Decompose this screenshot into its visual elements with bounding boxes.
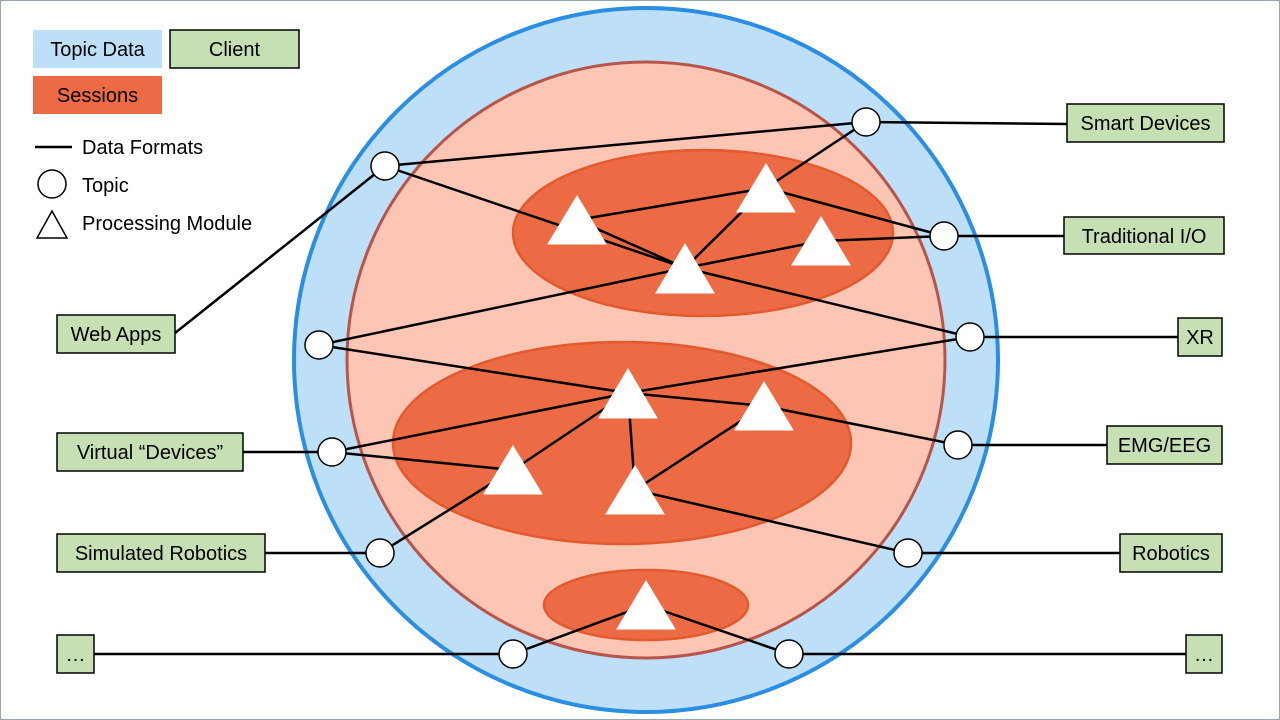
module-triangle xyxy=(736,163,796,213)
client-label: … xyxy=(66,644,86,666)
topic-circle xyxy=(370,151,400,181)
client-label: Virtual “Devices” xyxy=(77,442,223,464)
client-right-more: … xyxy=(1185,634,1223,674)
module-triangle xyxy=(598,368,658,419)
module-triangle xyxy=(616,580,676,630)
client-virtual-devices: Virtual “Devices” xyxy=(56,432,244,472)
client-label: … xyxy=(1194,644,1214,666)
legend-circle-icon xyxy=(37,169,67,199)
client-web-apps: Web Apps xyxy=(56,314,176,354)
client-label: Simulated Robotics xyxy=(75,543,247,565)
client-xr: XR xyxy=(1177,317,1223,357)
client-label: XR xyxy=(1186,327,1214,349)
client-emg-eeg: EMG/EEG xyxy=(1106,425,1223,465)
module-triangle xyxy=(547,195,607,245)
legend-client-label: Client xyxy=(209,39,261,61)
client-label: EMG/EEG xyxy=(1118,435,1211,457)
client-simulated-robotics: Simulated Robotics xyxy=(56,533,266,573)
topic-circle xyxy=(774,639,804,669)
client-label: Robotics xyxy=(1132,543,1210,565)
legend-topic-data-swatch xyxy=(33,30,162,68)
client-left-more: … xyxy=(56,634,95,674)
module-triangle xyxy=(734,381,794,431)
legend-topic-data-label: Topic Data xyxy=(50,39,145,61)
legend: Topic Data Client Sessions Data Formats … xyxy=(33,29,300,239)
topics xyxy=(304,107,985,669)
client-label: Smart Devices xyxy=(1080,113,1210,135)
topic-circle xyxy=(943,430,973,460)
session-top xyxy=(511,148,895,318)
link-web-apps xyxy=(174,165,386,334)
client-label: Traditional I/O xyxy=(1082,226,1207,248)
legend-triangle-icon xyxy=(35,209,69,239)
data-format-links xyxy=(94,120,1186,656)
legend-sessions-swatch xyxy=(33,76,162,114)
topic-circle xyxy=(955,322,985,352)
topic-circle xyxy=(304,330,334,360)
topic-circle xyxy=(498,639,528,669)
module-triangle xyxy=(655,243,715,294)
client-traditional-io: Traditional I/O xyxy=(1063,216,1225,255)
module-triangle xyxy=(483,445,543,495)
legend-sessions-label: Sessions xyxy=(57,85,138,107)
client-smart-devices: Smart Devices xyxy=(1066,103,1225,143)
topic-circle xyxy=(851,107,881,137)
topic-circle xyxy=(929,221,959,251)
processing-modules xyxy=(483,163,851,630)
legend-client-swatch xyxy=(169,29,300,69)
client-robotics: Robotics xyxy=(1119,533,1223,573)
legend-processing-module-label: Processing Module xyxy=(82,213,252,235)
module-triangle xyxy=(791,216,851,266)
legend-topic-label: Topic xyxy=(82,175,129,197)
topic-circle xyxy=(317,437,347,467)
topic-circle xyxy=(893,538,923,568)
module-triangle xyxy=(605,465,665,515)
client-label: Web Apps xyxy=(71,324,162,346)
legend-data-formats-label: Data Formats xyxy=(82,137,203,159)
topic-circle xyxy=(365,538,395,568)
link-smart-devices xyxy=(865,120,1068,126)
